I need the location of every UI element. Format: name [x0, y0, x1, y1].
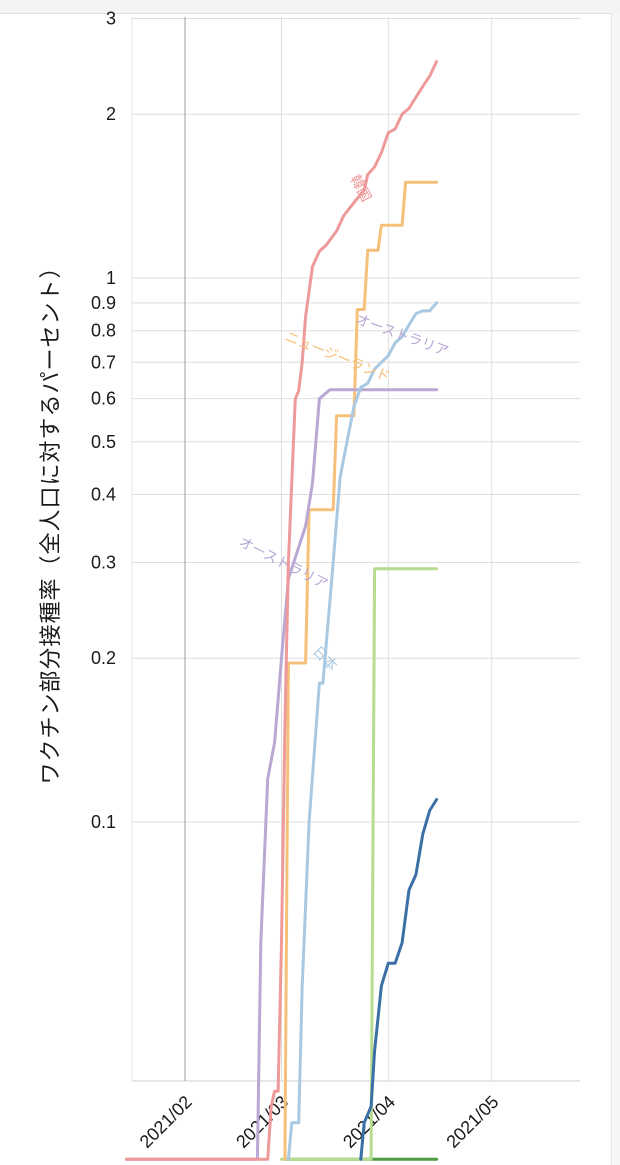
series-annotation: 韓国 [347, 172, 374, 204]
y-axis-label: ワクチン部分接種率（全人口に対するパーセント） [38, 255, 63, 784]
series-line-3 [286, 301, 439, 1161]
y-tick-label: 0.7 [91, 352, 116, 372]
y-tick-labels: 3 2 1 0.9 0.8 0.7 0.6 0.5 0.4 0.3 0.2 0.1 [91, 8, 116, 832]
y-tick-label: 2 [106, 104, 116, 124]
y-tick-label: 1 [106, 268, 116, 288]
series-annotation: 日本 [310, 643, 341, 674]
grid-lines [131, 17, 580, 1082]
x-tick-label: 2021/03 [232, 1092, 292, 1152]
series-lines [124, 60, 439, 1161]
x-tick-label: 2021/05 [442, 1092, 502, 1152]
y-tick-label: 0.1 [91, 812, 116, 832]
y-tick-label: 0.8 [91, 321, 116, 341]
series-line-4 [280, 567, 439, 1161]
series-annotation: オーストラリア [354, 311, 451, 359]
y-tick-label: 0.2 [91, 648, 116, 668]
y-tick-label: 0.9 [91, 293, 116, 313]
y-tick-label: 0.6 [91, 389, 116, 409]
x-tick-labels: 2021/02 2021/03 2021/04 2021/05 [136, 1092, 503, 1152]
y-tick-label: 3 [106, 8, 116, 28]
x-tick-label: 2021/02 [136, 1092, 196, 1152]
y-tick-label: 0.3 [91, 552, 116, 572]
series-line-5 [359, 798, 439, 1161]
series-line-0 [124, 60, 439, 1161]
scrollbar-track[interactable] [611, 13, 620, 1165]
series-line-1 [283, 180, 439, 1161]
x-tick-label: 2021/04 [339, 1092, 399, 1152]
browser-top-bar [0, 0, 620, 14]
y-tick-label: 0.5 [91, 432, 116, 452]
y-tick-label: 0.4 [91, 484, 116, 504]
